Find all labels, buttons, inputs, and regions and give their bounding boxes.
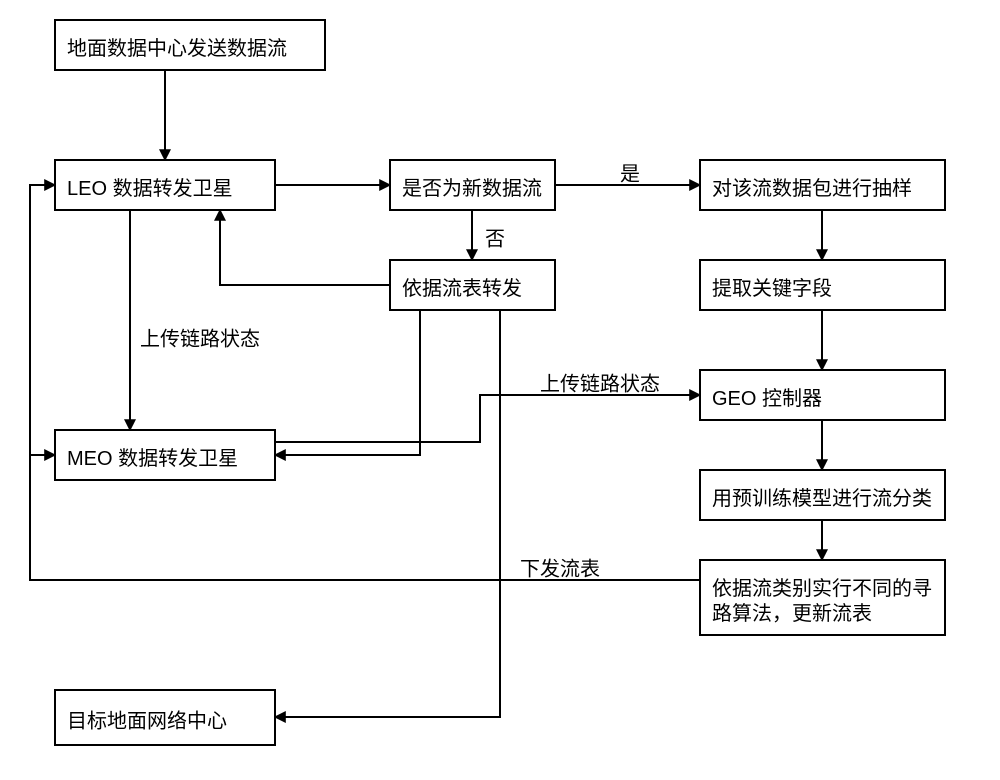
node-meo-text-0: MEO 数据转发卫星 bbox=[67, 447, 238, 470]
e-leo-meo-state-label: 上传链路状态 bbox=[140, 327, 260, 350]
node-classify: 用预训练模型进行流分类 bbox=[700, 470, 945, 520]
node-route-text-1: 路算法，更新流表 bbox=[712, 602, 872, 625]
e-forward-meo bbox=[275, 310, 420, 455]
node-classify-text-0: 用预训练模型进行流分类 bbox=[712, 487, 932, 510]
node-geo-text-0: GEO 控制器 bbox=[712, 387, 822, 410]
e-route-leo-label: 下发流表 bbox=[520, 557, 600, 580]
flowchart-canvas: 是否上传链路状态上传链路状态下发流表地面数据中心发送数据流LEO 数据转发卫星是… bbox=[0, 0, 1000, 780]
e-forward-leo bbox=[220, 210, 390, 285]
node-leo-text-0: LEO 数据转发卫星 bbox=[67, 177, 233, 200]
node-sample: 对该流数据包进行抽样 bbox=[700, 160, 945, 210]
node-ground_send-text-0: 地面数据中心发送数据流 bbox=[67, 37, 287, 60]
node-extract: 提取关键字段 bbox=[700, 260, 945, 310]
node-target: 目标地面网络中心 bbox=[55, 690, 275, 745]
node-is_new: 是否为新数据流 bbox=[390, 160, 555, 210]
node-ground_send: 地面数据中心发送数据流 bbox=[55, 20, 325, 70]
node-sample-text-0: 对该流数据包进行抽样 bbox=[712, 177, 912, 200]
node-route: 依据流类别实行不同的寻路算法，更新流表 bbox=[700, 560, 945, 635]
node-forward: 依据流表转发 bbox=[390, 260, 555, 310]
node-meo: MEO 数据转发卫星 bbox=[55, 430, 275, 480]
node-target-text-0: 目标地面网络中心 bbox=[67, 709, 227, 732]
node-is_new-text-0: 是否为新数据流 bbox=[402, 177, 542, 200]
node-forward-text-0: 依据流表转发 bbox=[402, 277, 522, 300]
e-isnew-forward-label: 否 bbox=[485, 228, 505, 250]
node-route-text-0: 依据流类别实行不同的寻 bbox=[712, 577, 932, 600]
node-geo: GEO 控制器 bbox=[700, 370, 945, 420]
e-isnew-sample-label: 是 bbox=[620, 163, 640, 185]
e-forward-target bbox=[275, 310, 500, 717]
node-extract-text-0: 提取关键字段 bbox=[712, 277, 832, 300]
e-meo-geo-label: 上传链路状态 bbox=[540, 372, 660, 395]
node-leo: LEO 数据转发卫星 bbox=[55, 160, 275, 210]
e-meo-geo bbox=[275, 395, 700, 442]
